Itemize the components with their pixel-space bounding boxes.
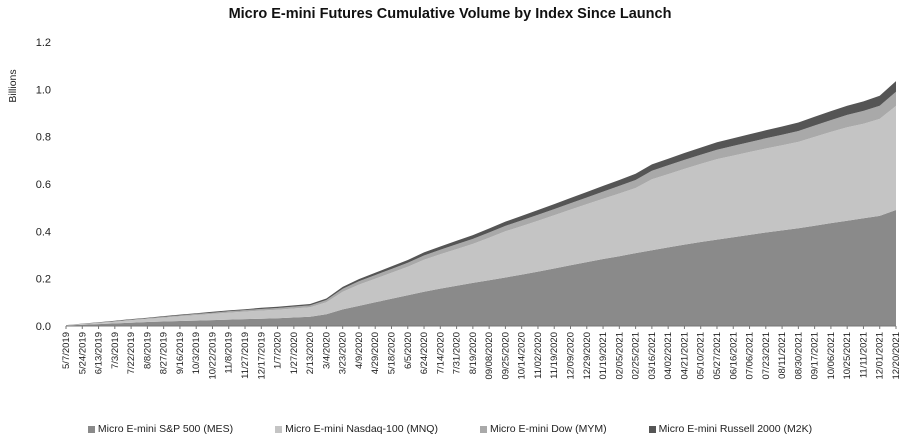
x-tick-label: 04/02/2021 — [663, 332, 674, 380]
x-tick-label: 12/29/2020 — [582, 332, 593, 380]
chart-title: Micro E-mini Futures Cumulative Volume b… — [228, 6, 672, 22]
x-tick-label: 5/24/2019 — [77, 332, 88, 374]
x-tick-label: 06/16/2021 — [728, 332, 739, 380]
x-tick-label: 09/25/2020 — [500, 332, 511, 380]
legend-swatch — [648, 425, 656, 433]
x-tick-label: 07/06/2021 — [745, 332, 756, 380]
legend-label: Micro E-mini Dow (MYM) — [489, 423, 607, 435]
x-tick-label: 10/22/2019 — [207, 332, 218, 380]
legend-item-3: Micro E-mini Dow (MYM) — [479, 423, 607, 435]
x-tick-label: 01/19/2021 — [598, 332, 609, 380]
legend-swatch — [275, 425, 283, 433]
x-tick-label: 12/09/2020 — [566, 332, 577, 380]
y-tick-label: 0.6 — [36, 179, 51, 191]
x-tick-label: 08/30/2021 — [793, 332, 804, 380]
legend-swatch — [87, 425, 95, 433]
x-tick-label: 2/13/2020 — [305, 332, 316, 374]
x-tick-label: 5/7/2019 — [61, 332, 72, 369]
x-tick-label: 5/18/2020 — [386, 332, 397, 374]
x-tick-label: 7/14/2020 — [435, 332, 446, 374]
x-tick-label: 8/19/2020 — [468, 332, 479, 374]
x-tick-label: 1/27/2020 — [289, 332, 300, 374]
legend-swatch — [479, 425, 487, 433]
x-tick-label: 11/19/2020 — [549, 332, 560, 379]
y-axis-ticks: 0.0 0.2 0.4 0.6 0.8 1.0 1.2 — [36, 37, 51, 333]
x-tick-label: 09/17/2021 — [810, 332, 821, 380]
x-tick-label: 7/3/2019 — [110, 332, 121, 369]
legend-label: Micro E-mini Russell 2000 (M2K) — [658, 423, 813, 435]
x-tick-label: 1/7/2020 — [273, 332, 284, 369]
y-tick-label: 0.2 — [36, 274, 51, 286]
x-tick-label: 03/16/2021 — [647, 332, 658, 380]
x-tick-label: 05/10/2021 — [696, 332, 707, 380]
area-layers — [66, 81, 896, 326]
y-tick-label: 0.4 — [36, 226, 51, 238]
x-tick-label: 7/22/2019 — [126, 332, 137, 374]
x-tick-label: 11/11/2021 — [858, 332, 869, 378]
x-tick-label: 11/8/2019 — [224, 332, 235, 374]
legend-item-2: Micro E-mini Nasdaq-100 (MNQ) — [275, 423, 438, 435]
x-tick-label: 4/29/2020 — [370, 332, 381, 374]
x-axis-ticks: 5/7/2019 5/24/2019 6/13/2019 7/3/2019 7/22/2… — [61, 326, 900, 380]
x-tick-label: 11/02/2020 — [533, 332, 544, 379]
x-tick-label: 10/3/2019 — [191, 332, 202, 374]
area-series-1 — [66, 210, 896, 326]
x-tick-label: 09/08/2020 — [484, 332, 495, 380]
x-tick-label: 12/20/2021 — [891, 332, 900, 380]
legend-item-4: Micro E-mini Russell 2000 (M2K) — [648, 423, 813, 435]
y-tick-label: 0.0 — [36, 321, 51, 333]
x-tick-label: 7/31/2020 — [452, 332, 463, 374]
legend-item-1: Micro E-mini S&P 500 (MES) — [87, 423, 234, 435]
y-axis-label: Billions — [7, 69, 19, 102]
y-tick-label: 1.2 — [36, 37, 51, 49]
x-tick-label: 04/21/2021 — [679, 332, 690, 380]
x-tick-label: 12/17/2019 — [256, 332, 267, 380]
x-tick-label: 4/9/2020 — [354, 332, 365, 369]
legend: Micro E-mini S&P 500 (MES) Micro E-mini N… — [0, 423, 900, 435]
x-tick-label: 10/14/2020 — [517, 332, 528, 380]
x-tick-label: 6/13/2019 — [94, 332, 105, 374]
x-tick-label: 10/06/2021 — [826, 332, 837, 380]
area-series-2 — [66, 105, 896, 326]
x-tick-label: 12/01/2021 — [875, 332, 886, 380]
legend-label: Micro E-mini Nasdaq-100 (MNQ) — [285, 423, 438, 435]
y-tick-label: 0.8 — [36, 132, 51, 144]
x-tick-label: 8/27/2019 — [159, 332, 170, 374]
x-tick-label: 6/24/2020 — [419, 332, 430, 374]
x-tick-label: 02/05/2021 — [614, 332, 625, 380]
x-tick-label: 05/27/2021 — [712, 332, 723, 380]
x-tick-label: 02/25/2021 — [631, 332, 642, 380]
x-tick-label: 08/11/2021 — [777, 332, 788, 379]
x-tick-label: 6/5/2020 — [403, 332, 414, 369]
x-tick-label: 3/23/2020 — [338, 332, 349, 374]
x-tick-label: 11/27/2019 — [240, 332, 251, 379]
x-tick-label: 9/16/2019 — [175, 332, 186, 374]
x-tick-label: 3/4/2020 — [321, 332, 332, 369]
legend-label: Micro E-mini S&P 500 (MES) — [97, 423, 234, 435]
x-tick-label: 10/25/2021 — [842, 332, 853, 380]
x-tick-label: 8/8/2019 — [142, 332, 153, 369]
x-tick-label: 07/23/2021 — [761, 332, 772, 380]
y-tick-label: 1.0 — [36, 84, 51, 96]
